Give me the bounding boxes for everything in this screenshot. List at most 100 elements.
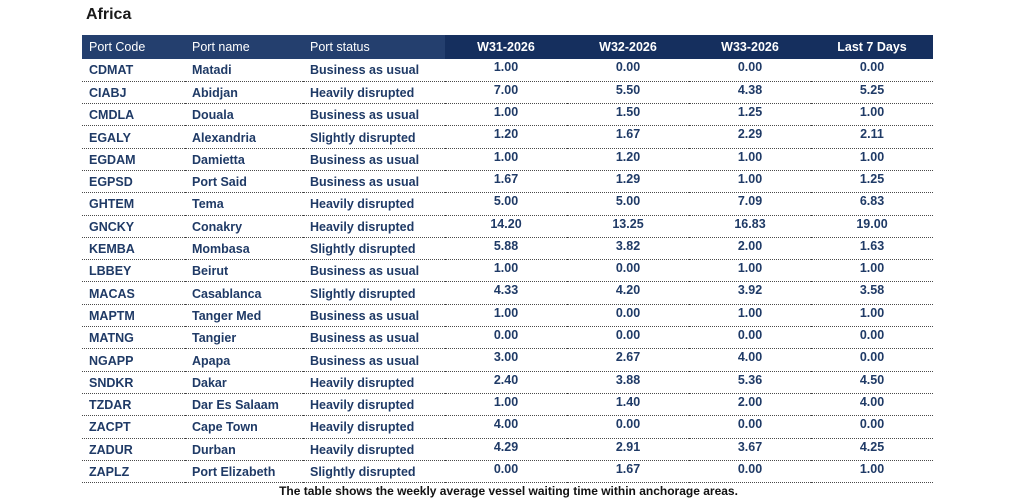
cell-w32: 5.00 <box>567 192 689 216</box>
cell-w31: 4.00 <box>445 415 567 439</box>
cell-port-status: Business as usual <box>303 304 445 328</box>
cell-last-7-days: 4.00 <box>811 393 933 417</box>
cell-port-status: Business as usual <box>303 259 445 283</box>
cell-w31: 1.00 <box>445 59 567 82</box>
cell-last-7-days: 5.25 <box>811 81 933 105</box>
cell-port-code: ZAPLZ <box>82 460 185 484</box>
cell-w32: 2.91 <box>567 438 689 461</box>
cell-port-status: Slightly disrupted <box>303 237 445 261</box>
cell-port-status: Business as usual <box>303 59 445 82</box>
cell-w31: 1.00 <box>445 393 567 417</box>
cell-w33: 0.00 <box>689 415 811 439</box>
cell-w32: 1.20 <box>567 148 689 171</box>
cell-last-7-days: 0.00 <box>811 348 933 372</box>
cell-port-status: Slightly disrupted <box>303 125 445 149</box>
cell-port-status: Slightly disrupted <box>303 281 445 305</box>
cell-w33: 1.00 <box>689 170 811 194</box>
cell-w32: 0.00 <box>567 415 689 439</box>
header-port-code: Port Code <box>82 35 185 59</box>
cell-w31: 5.00 <box>445 192 567 216</box>
cell-port-code: CDMAT <box>82 59 185 82</box>
cell-last-7-days: 3.58 <box>811 281 933 305</box>
cell-port-name: Mombasa <box>185 237 303 261</box>
header-w33: W33-2026 <box>689 35 811 59</box>
cell-w32: 3.82 <box>567 237 689 261</box>
cell-w33: 2.00 <box>689 393 811 417</box>
cell-port-status: Heavily disrupted <box>303 371 445 394</box>
header-port-name: Port name <box>185 35 303 59</box>
cell-w31: 5.88 <box>445 237 567 261</box>
cell-last-7-days: 1.00 <box>811 259 933 283</box>
table-row: ZACPT Cape Town Heavily disrupted 4.00 0.00 0… <box>82 415 933 439</box>
cell-port-name: Tema <box>185 192 303 216</box>
cell-port-status: Heavily disrupted <box>303 393 445 417</box>
cell-port-name: Tanger Med <box>185 304 303 328</box>
cell-port-code: MATNG <box>82 326 185 350</box>
cell-port-status: Business as usual <box>303 348 445 372</box>
cell-last-7-days: 1.25 <box>811 170 933 194</box>
cell-port-status: Business as usual <box>303 326 445 350</box>
cell-w32: 1.50 <box>567 103 689 127</box>
cell-w32: 5.50 <box>567 81 689 105</box>
cell-port-status: Business as usual <box>303 103 445 127</box>
table-row: GHTEM Tema Heavily disrupted 5.00 5.00 7.09 6.… <box>82 192 933 216</box>
cell-port-code: GHTEM <box>82 192 185 216</box>
table-row: GNCKY Conakry Heavily disrupted 14.20 13.25 1… <box>82 215 933 238</box>
header-last-7-days: Last 7 Days <box>811 35 933 59</box>
table-row: MAPTM Tanger Med Business as usual 1.00 0.00… <box>82 304 933 328</box>
table-row: NGAPP Apapa Business as usual 3.00 2.67 4.00 0… <box>82 348 933 372</box>
cell-w33: 3.67 <box>689 438 811 461</box>
cell-port-name: Matadi <box>185 59 303 82</box>
table-row: ZADUR Durban Heavily disrupted 4.29 2.91 3.67… <box>82 438 933 461</box>
cell-w31: 3.00 <box>445 348 567 372</box>
cell-w31: 1.20 <box>445 125 567 149</box>
cell-w32: 1.40 <box>567 393 689 417</box>
cell-w32: 1.67 <box>567 460 689 484</box>
cell-w33: 3.92 <box>689 281 811 305</box>
table-caption: The table shows the weekly average vesse… <box>279 484 738 498</box>
cell-last-7-days: 6.83 <box>811 192 933 216</box>
cell-port-code: ZACPT <box>82 415 185 439</box>
table-row: LBBEY Beirut Business as usual 1.00 0.00 1.00… <box>82 259 933 283</box>
cell-last-7-days: 0.00 <box>811 326 933 350</box>
cell-last-7-days: 1.00 <box>811 460 933 484</box>
cell-last-7-days: 19.00 <box>811 215 933 238</box>
cell-port-status: Business as usual <box>303 148 445 171</box>
cell-port-name: Dakar <box>185 371 303 394</box>
cell-port-code: MAPTM <box>82 304 185 328</box>
cell-last-7-days: 1.00 <box>811 148 933 171</box>
cell-last-7-days: 0.00 <box>811 415 933 439</box>
cell-port-code: EGALY <box>82 125 185 149</box>
cell-w33: 1.00 <box>689 259 811 283</box>
cell-port-code: EGDAM <box>82 148 185 171</box>
cell-w32: 4.20 <box>567 281 689 305</box>
cell-w31: 1.00 <box>445 148 567 171</box>
cell-port-code: GNCKY <box>82 215 185 238</box>
cell-last-7-days: 0.00 <box>811 59 933 82</box>
cell-w32: 0.00 <box>567 259 689 283</box>
cell-port-code: MACAS <box>82 281 185 305</box>
cell-last-7-days: 4.50 <box>811 371 933 394</box>
cell-w33: 1.00 <box>689 304 811 328</box>
table-row: CMDLA Douala Business as usual 1.00 1.50 1.25… <box>82 103 933 127</box>
cell-w32: 0.00 <box>567 59 689 82</box>
cell-last-7-days: 4.25 <box>811 438 933 461</box>
cell-w33: 0.00 <box>689 59 811 82</box>
cell-last-7-days: 2.11 <box>811 125 933 149</box>
cell-w31: 1.00 <box>445 304 567 328</box>
cell-port-status: Heavily disrupted <box>303 215 445 238</box>
table-row: EGDAM Damietta Business as usual 1.00 1.20 1.… <box>82 148 933 171</box>
cell-w33: 5.36 <box>689 371 811 394</box>
cell-port-name: Douala <box>185 103 303 127</box>
table-row: EGALY Alexandria Slightly disrupted 1.20 1.6… <box>82 125 933 149</box>
cell-port-name: Conakry <box>185 215 303 238</box>
cell-port-code: CIABJ <box>82 81 185 105</box>
cell-port-status: Slightly disrupted <box>303 460 445 484</box>
header-w31: W31-2026 <box>445 35 567 59</box>
cell-port-code: TZDAR <box>82 393 185 417</box>
cell-w33: 1.00 <box>689 148 811 171</box>
cell-port-status: Business as usual <box>303 170 445 194</box>
cell-w31: 0.00 <box>445 326 567 350</box>
cell-w32: 3.88 <box>567 371 689 394</box>
cell-w32: 0.00 <box>567 304 689 328</box>
